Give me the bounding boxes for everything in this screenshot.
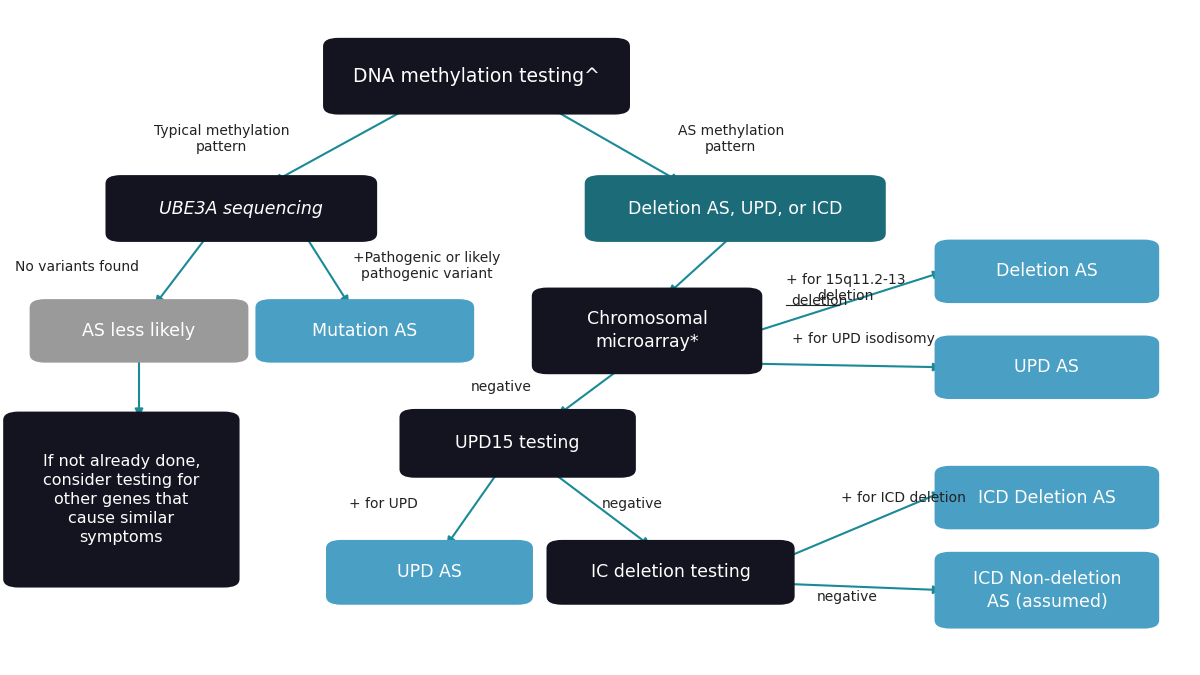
FancyBboxPatch shape [326, 540, 533, 605]
Text: UPD AS: UPD AS [1014, 358, 1079, 376]
Text: IC deletion testing: IC deletion testing [590, 564, 750, 581]
Text: DNA methylation testing^: DNA methylation testing^ [353, 67, 600, 86]
FancyBboxPatch shape [323, 38, 630, 115]
Text: + for UPD isodisomy: + for UPD isodisomy [792, 332, 935, 346]
Text: negative: negative [470, 380, 532, 394]
FancyBboxPatch shape [532, 288, 762, 374]
FancyBboxPatch shape [30, 299, 248, 362]
Text: Deletion AS: Deletion AS [996, 263, 1098, 280]
FancyBboxPatch shape [935, 552, 1159, 628]
Text: negative: negative [601, 497, 662, 511]
Text: UPD15 testing: UPD15 testing [456, 434, 580, 452]
Text: No variants found: No variants found [14, 260, 139, 274]
Text: Chromosomal
microarray*: Chromosomal microarray* [587, 310, 708, 351]
FancyBboxPatch shape [935, 240, 1159, 303]
Text: AS methylation
pattern: AS methylation pattern [678, 124, 784, 154]
Text: + for 15q11.2-13
deletion: + for 15q11.2-13 deletion [786, 273, 905, 303]
Text: Mutation AS: Mutation AS [312, 322, 418, 340]
Text: deletion: deletion [792, 294, 848, 308]
Text: ICD Non-deletion
AS (assumed): ICD Non-deletion AS (assumed) [973, 570, 1121, 611]
Text: negative: negative [816, 590, 877, 604]
Text: ICD Deletion AS: ICD Deletion AS [978, 489, 1116, 506]
Text: + for ICD deletion: + for ICD deletion [841, 491, 966, 505]
FancyBboxPatch shape [106, 175, 377, 242]
FancyBboxPatch shape [546, 540, 794, 605]
Text: UBE3A sequencing: UBE3A sequencing [160, 200, 323, 217]
FancyBboxPatch shape [935, 466, 1159, 529]
FancyBboxPatch shape [256, 299, 474, 362]
Text: Deletion AS, UPD, or ICD: Deletion AS, UPD, or ICD [628, 200, 842, 217]
Text: Typical methylation
pattern: Typical methylation pattern [154, 124, 289, 154]
Text: +Pathogenic or likely
pathogenic variant: +Pathogenic or likely pathogenic variant [353, 251, 500, 281]
Text: + for UPD: + for UPD [349, 497, 418, 511]
Text: UPD AS: UPD AS [397, 564, 462, 581]
FancyBboxPatch shape [935, 335, 1159, 399]
Text: AS less likely: AS less likely [83, 322, 196, 340]
FancyBboxPatch shape [584, 175, 886, 242]
FancyBboxPatch shape [400, 409, 636, 478]
FancyBboxPatch shape [4, 412, 240, 587]
Text: If not already done,
consider testing for
other genes that
cause similar
symptom: If not already done, consider testing fo… [43, 454, 200, 545]
